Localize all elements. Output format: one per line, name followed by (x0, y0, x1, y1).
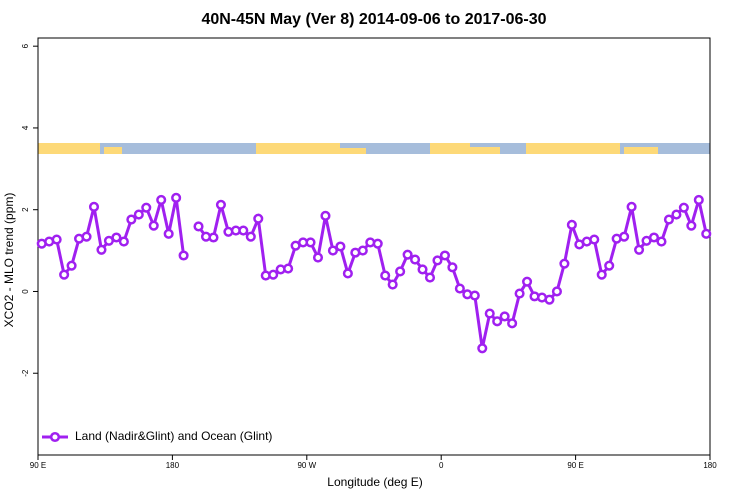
land (38, 143, 100, 154)
data-point (327, 245, 338, 256)
land-ocean-strip (38, 143, 710, 154)
data-point (693, 194, 704, 205)
data-point (566, 219, 577, 230)
x-tick-label: 90 W (297, 461, 316, 470)
x-tick-label: 180 (703, 461, 717, 470)
data-point (686, 220, 697, 231)
x-tick-label: 90 E (567, 461, 583, 470)
data-point (417, 264, 428, 275)
data-point (492, 316, 503, 327)
x-tick-label: 0 (439, 461, 444, 470)
land (104, 147, 122, 154)
data-point (484, 308, 495, 319)
legend-marker (49, 431, 61, 443)
x-axis-label: Longitude (deg E) (327, 475, 422, 489)
data-point (372, 238, 383, 249)
data-point (439, 250, 450, 261)
data-point (514, 288, 525, 299)
data-point (148, 220, 159, 231)
data-point (589, 234, 600, 245)
data-point (320, 210, 331, 221)
data-point (268, 269, 279, 280)
x-tick-label: 90 E (30, 461, 46, 470)
data-point (208, 232, 219, 243)
data-point (59, 269, 70, 280)
land (256, 143, 340, 154)
land (470, 147, 500, 154)
chart-title: 40N-45N May (Ver 8) 2014-09-06 to 2017-0… (201, 11, 546, 28)
data-point (133, 209, 144, 220)
data-point (596, 269, 607, 280)
data-point (245, 231, 256, 242)
data-point (701, 228, 712, 239)
y-tick-label: -2 (21, 369, 30, 377)
data-point (671, 209, 682, 220)
data-point (141, 202, 152, 213)
data-point (402, 249, 413, 260)
data-point (447, 262, 458, 273)
data-point (193, 221, 204, 232)
x-tick-label: 180 (166, 461, 180, 470)
data-point (171, 192, 182, 203)
data-point (507, 318, 518, 329)
data-point (499, 311, 510, 322)
data-point (81, 231, 92, 242)
data-point (126, 214, 137, 225)
data-point (454, 283, 465, 294)
data-point (178, 250, 189, 261)
data-point (66, 260, 77, 271)
data-point (118, 236, 129, 247)
data-point (253, 213, 264, 224)
data-point (335, 241, 346, 252)
data-point (342, 268, 353, 279)
data-point (163, 228, 174, 239)
data-point (111, 232, 122, 243)
data-point (380, 270, 391, 281)
y-tick-label: 2 (21, 207, 30, 212)
data-point (238, 225, 249, 236)
data-point (544, 294, 555, 305)
data-point (663, 214, 674, 225)
data-point (424, 272, 436, 283)
data-point (604, 260, 615, 271)
data-point (559, 258, 570, 269)
data-point (395, 266, 406, 277)
data-point (477, 343, 488, 354)
data-point (522, 276, 533, 287)
data-point (626, 201, 637, 212)
land (624, 147, 658, 154)
data-point (634, 244, 645, 255)
data-point (357, 245, 368, 256)
data-point (678, 202, 689, 213)
data-point (283, 263, 294, 274)
data-point (410, 254, 421, 265)
data-point (619, 231, 630, 242)
y-tick-label: 4 (21, 125, 30, 130)
data-point (312, 252, 324, 263)
y-tick-label: 6 (21, 43, 30, 48)
land (340, 148, 366, 154)
legend-label: Land (Nadir&Glint) and Ocean (Glint) (75, 429, 272, 443)
data-line (41, 197, 708, 349)
data-point (215, 199, 226, 210)
data-point (648, 232, 660, 243)
y-axis-label: XCO2 - MLO trend (ppm) (2, 193, 16, 328)
y-tick-label: 0 (21, 289, 30, 294)
data-point (88, 201, 100, 212)
data-point (96, 244, 107, 255)
data-point (387, 279, 398, 290)
data-point (656, 236, 667, 247)
land (526, 143, 620, 154)
data-point (305, 237, 316, 248)
data-point (432, 255, 443, 266)
land (430, 143, 470, 154)
data-point (551, 286, 562, 297)
data-point (156, 194, 167, 205)
ocean (38, 143, 710, 154)
data-point (469, 290, 480, 301)
data-point (51, 234, 62, 245)
